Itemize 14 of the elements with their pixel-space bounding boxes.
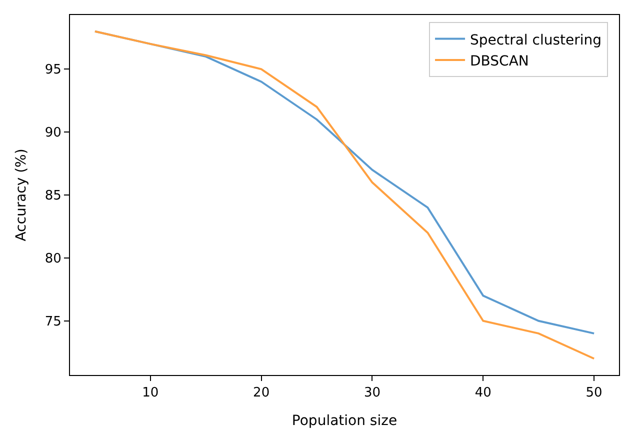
y-axis-title: Accuracy (%) [13,148,30,242]
y-tick-label: 75 [44,314,62,330]
x-tick-label: 20 [253,386,270,401]
y-tick-label: 90 [44,126,62,141]
y-tick-label: 95 [44,62,62,78]
x-tick-label: 30 [364,386,381,401]
y-tick-label: 80 [44,251,62,266]
legend-label: Spectral clustering [470,32,602,48]
y-tick-label: 85 [44,188,62,204]
x-tick-label: 50 [586,386,602,401]
x-axis-title: Population size [292,412,398,429]
legend-label: DBSCAN [470,53,529,70]
x-tick-label: 10 [142,386,159,401]
x-tick-label: 40 [474,386,492,401]
